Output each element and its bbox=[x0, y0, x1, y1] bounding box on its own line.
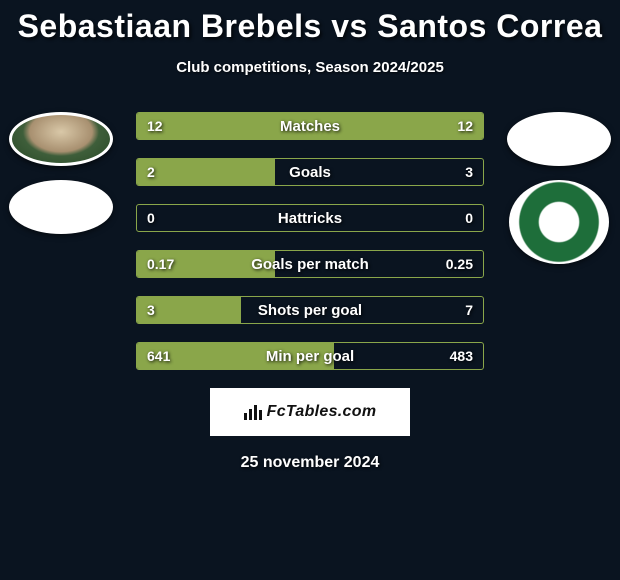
snapshot-date: 25 november 2024 bbox=[0, 454, 620, 472]
stat-row: 0 0Hattricks bbox=[136, 204, 484, 232]
page-title: Sebastiaan Brebels vs Santos Correa bbox=[0, 8, 620, 45]
page-subtitle: Club competitions, Season 2024/2025 bbox=[0, 59, 620, 76]
stat-value-right: 7 bbox=[465, 297, 473, 323]
stat-row: 0.170.25Goals per match bbox=[136, 250, 484, 278]
stat-row: 37Shots per goal bbox=[136, 296, 484, 324]
stat-value-right: 3 bbox=[465, 159, 473, 185]
stat-value-left: 0 bbox=[147, 205, 155, 231]
stat-fill-left bbox=[137, 297, 241, 323]
player-right-team-logo bbox=[509, 180, 609, 264]
player-left-team-logo bbox=[9, 180, 113, 234]
stat-fill-right bbox=[310, 113, 483, 139]
stat-fill-left bbox=[137, 159, 275, 185]
stats-bars: 1212Matches 23Goals 0 0Hattricks 0.170.25Goa… bbox=[136, 112, 484, 370]
stat-row: 23Goals bbox=[136, 158, 484, 186]
stat-value-right: 483 bbox=[450, 343, 473, 369]
header: Sebastiaan Brebels vs Santos Correa Club… bbox=[0, 0, 620, 76]
stat-row: 641483Min per goal bbox=[136, 342, 484, 370]
site-label: FcTables.com bbox=[267, 403, 377, 421]
site-logo: FcTables.com bbox=[210, 388, 410, 436]
player-left-avatar bbox=[9, 112, 113, 166]
player-right-column bbox=[504, 112, 614, 264]
stat-fill-left bbox=[137, 251, 275, 277]
stat-label: Hattricks bbox=[137, 205, 483, 231]
stat-value-right: 0 bbox=[465, 205, 473, 231]
stat-value-right: 0.25 bbox=[446, 251, 473, 277]
stat-row: 1212Matches bbox=[136, 112, 484, 140]
stat-fill-left bbox=[137, 343, 334, 369]
comparison-main: 1212Matches 23Goals 0 0Hattricks 0.170.25Goa… bbox=[0, 112, 620, 472]
player-right-avatar bbox=[507, 112, 611, 166]
stat-fill-left bbox=[137, 113, 310, 139]
player-left-column bbox=[6, 112, 116, 234]
bar-chart-icon bbox=[244, 405, 262, 420]
